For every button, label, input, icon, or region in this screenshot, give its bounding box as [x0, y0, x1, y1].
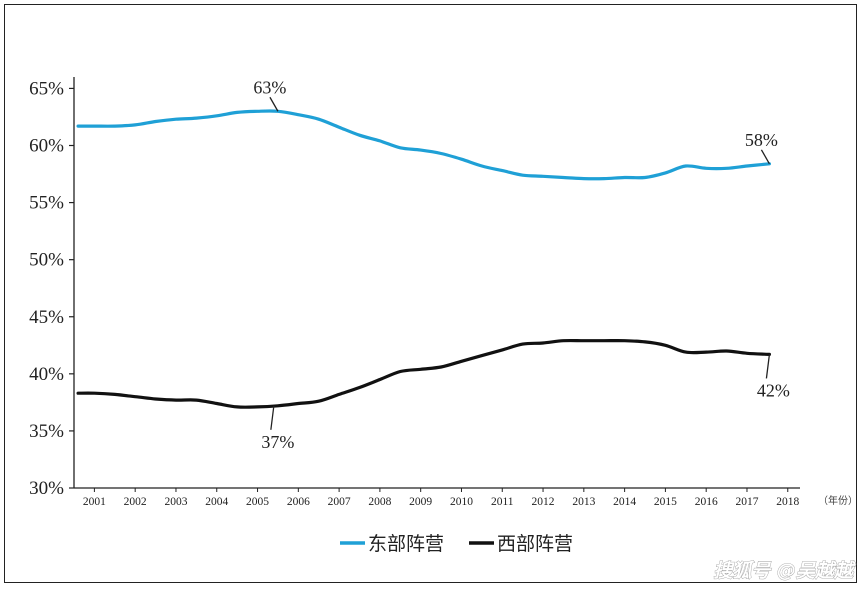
x-tick-label: 2006 — [287, 496, 310, 508]
x-tick-label: 2014 — [613, 496, 636, 508]
annotation-leader — [760, 149, 770, 165]
y-axis-ticks: 30% 35% 40% 45% 50% 55% 60% 65% — [29, 78, 74, 499]
x-tick-label: 2015 — [654, 496, 677, 508]
x-tick-label: 2008 — [368, 496, 391, 508]
watermark-text: 搜狐号 @吴越越 — [713, 560, 856, 582]
y-tick-label: 60% — [29, 136, 64, 157]
legend: 东部阵营 西部阵营 — [340, 533, 573, 555]
x-tick-label: 2005 — [246, 496, 269, 508]
annotation-leader — [765, 354, 771, 379]
annotation-label: 42% — [757, 380, 790, 400]
y-tick-label: 65% — [29, 78, 64, 99]
annotation-label: 37% — [261, 432, 294, 452]
west-camp-line — [76, 338, 771, 409]
x-tick-label: 2009 — [409, 496, 432, 508]
y-tick-label: 35% — [29, 421, 64, 442]
x-unit-label: （年份） — [818, 494, 858, 507]
x-tick-label: 2016 — [695, 496, 718, 508]
x-axis-ticks: 2001 2002 2003 2004 2005 2006 2007 2008 2009 2010… — [83, 488, 858, 508]
x-tick-label: 2002 — [124, 496, 147, 508]
legend-item-west-label: 西部阵营 — [497, 533, 573, 555]
x-tick-label: 2013 — [572, 496, 595, 508]
legend-item-east-label: 东部阵营 — [368, 533, 444, 555]
data-annotations: 63% 37% 58% 42% — [253, 77, 789, 452]
annotation-leader — [270, 405, 275, 430]
x-tick-label: 2018 — [776, 496, 799, 508]
axes — [73, 77, 800, 489]
x-tick-label: 2007 — [328, 496, 351, 508]
x-tick-label: 2010 — [450, 496, 473, 508]
annotation-label: 58% — [745, 130, 778, 150]
chart-frame — [4, 4, 857, 583]
x-tick-label: 2012 — [532, 496, 555, 508]
x-tick-label: 2001 — [83, 496, 106, 508]
annotation-leader — [269, 96, 279, 112]
y-tick-label: 45% — [29, 307, 64, 328]
x-tick-label: 2004 — [205, 496, 228, 508]
x-tick-label: 2017 — [735, 496, 758, 508]
series-lines — [76, 109, 771, 409]
east-camp-line — [76, 109, 771, 181]
y-tick-label: 30% — [29, 478, 64, 499]
annotation-label: 63% — [253, 77, 286, 97]
y-tick-label: 40% — [29, 364, 64, 385]
x-tick-label: 2003 — [164, 496, 187, 508]
x-tick-label: 2011 — [491, 496, 514, 508]
y-tick-label: 55% — [29, 193, 64, 214]
y-tick-label: 50% — [29, 250, 64, 271]
